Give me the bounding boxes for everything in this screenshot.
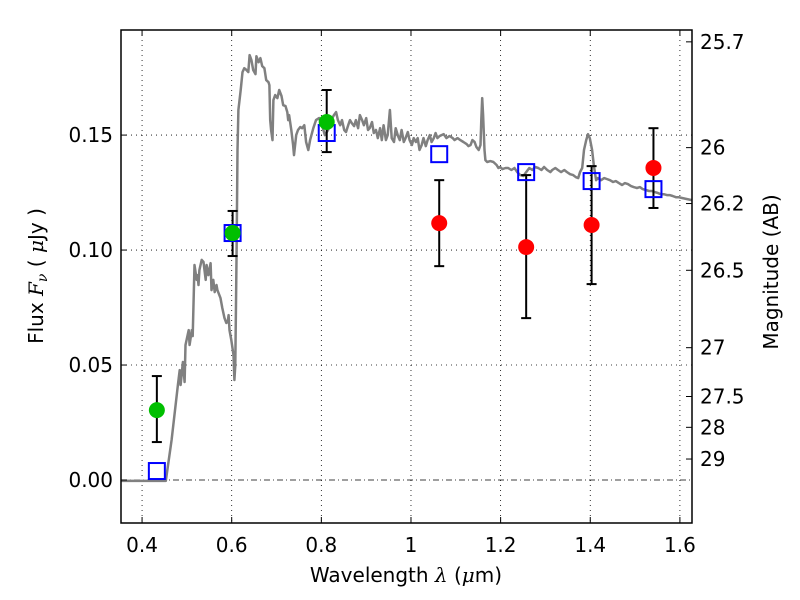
x-axis-label: Wavelength λ (μm) (310, 563, 502, 587)
red-data-point (583, 216, 600, 233)
right-tick-label: 27.5 (700, 385, 745, 409)
x-tick-label: 1.4 (574, 533, 606, 557)
x-tick-label: 1 (405, 533, 418, 557)
ticks: 0.4 0.6 0.8 1 1.2 1.4 1.6 0.00 0.05 0.10 0.15 25.7 2… (68, 30, 744, 557)
y-tick-label: 0.15 (68, 123, 113, 147)
y-tick-label: 0.05 (68, 353, 113, 377)
x-tick-label: 0.6 (216, 533, 248, 557)
model-square-marker (147, 462, 166, 481)
right-tick-label: 25.7 (700, 30, 745, 54)
red-data-point (518, 239, 535, 256)
grid (121, 30, 692, 523)
model-square-marker (430, 145, 449, 164)
green-data-point (318, 113, 335, 130)
y-tick-label: 0.10 (68, 238, 113, 262)
right-tick-label: 26.2 (700, 192, 745, 216)
x-tick-label: 1.6 (664, 533, 696, 557)
red-data-point (431, 215, 448, 232)
right-tick-label: 29 (700, 447, 725, 471)
plot-area (121, 53, 692, 483)
y-axis-label: Flux Fν ( μJy ) (24, 208, 51, 344)
x-tick-label: 0.4 (126, 533, 158, 557)
y-tick-label: 0.00 (68, 468, 113, 492)
right-tick-label: 26.5 (700, 258, 745, 282)
model-square-marker (644, 180, 663, 199)
x-tick-label: 1.2 (485, 533, 517, 557)
axes-frame (120, 29, 693, 524)
green-data-point (148, 402, 165, 419)
right-axis-label: Magnitude (AB) (759, 194, 783, 349)
red-data-point (645, 159, 662, 176)
right-tick-label: 28 (700, 415, 725, 439)
right-tick-label: 27 (700, 336, 725, 360)
right-tick-label: 26 (700, 136, 725, 160)
axes (120, 29, 693, 524)
model-square-marker (582, 172, 601, 191)
green-data-point (224, 225, 241, 242)
model-square-marker (517, 163, 536, 182)
x-tick-label: 0.8 (305, 533, 337, 557)
spectrum-line (121, 53, 692, 483)
